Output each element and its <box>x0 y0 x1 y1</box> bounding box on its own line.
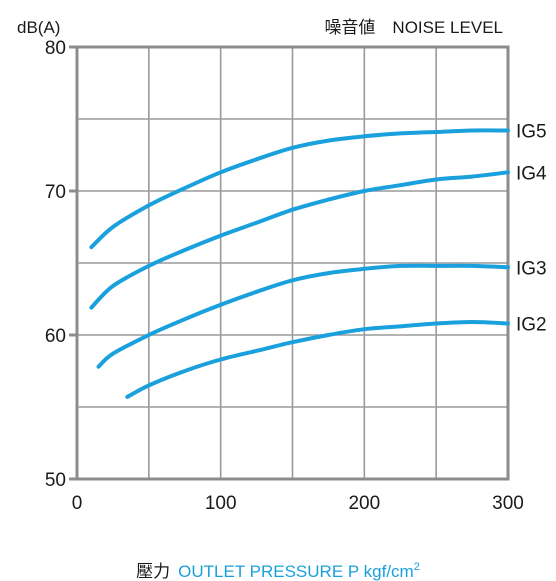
y-axis-label: dB(A) <box>17 18 60 37</box>
series-label-ig3: IG3 <box>516 258 547 279</box>
series-line-ig2 <box>125 319 510 399</box>
chart-title: 噪音値 NOISE LEVEL <box>324 18 503 37</box>
series-label-ig4: IG4 <box>516 163 547 184</box>
x-axis-label-jp: 壓力 <box>136 562 170 581</box>
x-axis-label: 壓力 OUTLET PRESSURE P kgf/cm2 <box>136 561 420 581</box>
y-tick-labels: 50 60 70 80 <box>45 38 77 491</box>
y-tick-label: 80 <box>45 38 66 59</box>
plot-frame <box>75 45 510 481</box>
x-axis-label-en: OUTLET PRESSURE P kgf/cm <box>178 562 414 581</box>
series-label-ig5: IG5 <box>516 122 547 143</box>
series-line-ig5 <box>89 128 510 250</box>
series-labels: IG5 IG4 IG3 IG2 <box>516 122 547 336</box>
grid-lines <box>77 47 508 479</box>
y-tick-label: 50 <box>45 470 66 491</box>
series-lines <box>89 128 510 399</box>
x-tick-label: 0 <box>72 493 83 514</box>
x-axis-label-superscript: 2 <box>414 561 420 573</box>
y-tick-label: 60 <box>45 326 66 347</box>
x-tick-label: 100 <box>205 493 237 514</box>
x-tick-label: 300 <box>492 493 524 514</box>
series-line-ig3 <box>96 263 510 369</box>
x-tick-labels: 0 100 200 300 <box>72 493 524 514</box>
series-line-ig4 <box>89 170 510 310</box>
series-label-ig2: IG2 <box>516 314 547 335</box>
x-tick-label: 200 <box>348 493 380 514</box>
y-tick-label: 70 <box>45 182 66 203</box>
